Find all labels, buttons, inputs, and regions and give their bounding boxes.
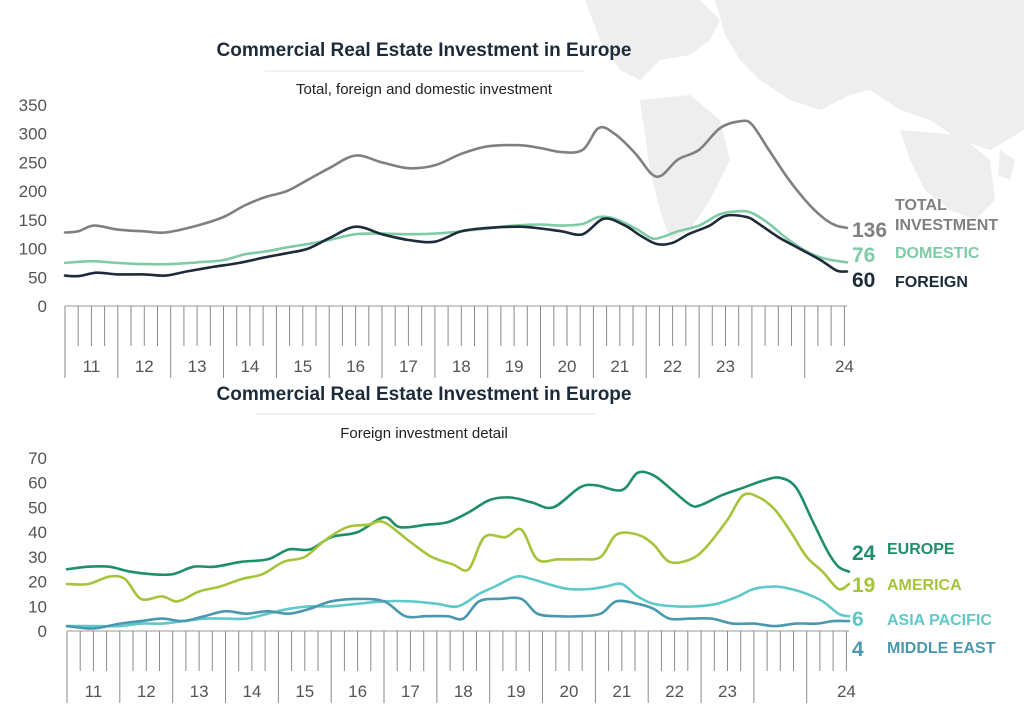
series-line-total-investment — [63, 119, 849, 235]
x-tick-label: 20 — [560, 682, 579, 701]
y-tick-label: 100 — [19, 240, 47, 259]
x-tick-label: 11 — [85, 682, 103, 701]
end-value-label: 60 — [852, 269, 875, 292]
y-tick-label: 70 — [28, 449, 47, 468]
y-tick-label: 20 — [28, 573, 47, 592]
x-tick-label: 15 — [293, 357, 312, 376]
bottom-chart-title: Commercial Real Estate Investment in Eur… — [217, 384, 632, 405]
x-tick-label: 20 — [558, 357, 577, 376]
series-line-america — [65, 492, 851, 603]
end-value-label: 4 — [852, 638, 864, 661]
series-name-label: DOMESTIC — [895, 245, 980, 262]
y-tick-label: 50 — [28, 268, 47, 287]
end-value-label: 136 — [852, 219, 887, 242]
top-y-axis-ticks: 0 50 100 150 200 250 300 350 — [19, 96, 47, 316]
series-line-domestic — [63, 209, 849, 266]
x-tick-label: 14 — [240, 357, 259, 376]
y-tick-label: 60 — [28, 474, 47, 493]
top-chart: Commercial Real Estate Investment in Eur… — [19, 40, 998, 378]
x-tick-label: 18 — [452, 357, 471, 376]
top-chart-subtitle: Total, foreign and domestic investment — [296, 81, 553, 98]
series-name-label: AMERICA — [887, 577, 962, 594]
series-name-label: EUROPE — [887, 541, 955, 558]
x-tick-label: 24 — [835, 357, 854, 376]
y-tick-label: 0 — [38, 622, 47, 641]
x-tick-label: 17 — [399, 357, 418, 376]
series-line-asia-pacific — [65, 575, 851, 628]
bottom-end-labels: 24 EUROPE 19 AMERICA 6 ASIA PACIFIC 4 MIDDLE EA… — [852, 541, 996, 661]
x-tick-label: 12 — [135, 357, 154, 376]
end-value-label: 24 — [852, 542, 876, 565]
series-line-europe — [65, 470, 851, 577]
x-tick-label: 16 — [348, 682, 367, 701]
x-tick-label: 19 — [507, 682, 526, 701]
series-name-label: TOTAL — [895, 197, 947, 214]
top-chart-title: Commercial Real Estate Investment in Eur… — [217, 40, 632, 61]
x-tick-label: 13 — [188, 357, 207, 376]
top-end-labels: 136 TOTAL INVESTMENT 76 DOMESTIC 60 FOREIGN — [852, 197, 998, 292]
series-name-label: MIDDLE EAST — [887, 640, 996, 657]
end-value-label: 6 — [852, 608, 864, 631]
y-tick-label: 150 — [19, 211, 47, 230]
x-tick-label: 18 — [454, 682, 473, 701]
x-tick-label: 22 — [665, 682, 684, 701]
y-tick-label: 250 — [19, 153, 47, 172]
bottom-x-axis: 11 12 13 14 15 16 17 18 19 20 21 22 23 24 — [66, 630, 856, 703]
y-tick-label: 10 — [28, 597, 47, 616]
x-tick-label: 13 — [190, 682, 209, 701]
end-value-label: 76 — [852, 244, 875, 267]
end-value-label: 19 — [852, 574, 875, 597]
x-tick-label: 24 — [837, 682, 856, 701]
bottom-chart: Commercial Real Estate Investment in Eur… — [28, 384, 996, 703]
y-tick-label: 50 — [28, 498, 47, 517]
x-tick-label: 14 — [242, 682, 261, 701]
x-tick-label: 15 — [295, 682, 314, 701]
bottom-y-axis-ticks: 0 10 20 30 40 50 60 70 — [28, 449, 47, 641]
top-series-lines — [63, 119, 849, 278]
series-line-foreign — [63, 213, 849, 278]
series-name-label: ASIA PACIFIC — [887, 612, 992, 629]
series-name-label: INVESTMENT — [895, 217, 998, 234]
x-tick-label: 11 — [83, 357, 101, 376]
x-tick-label: 17 — [401, 682, 420, 701]
x-tick-label: 12 — [137, 682, 156, 701]
bottom-series-lines — [65, 470, 851, 630]
x-tick-label: 23 — [718, 682, 737, 701]
series-name-label: FOREIGN — [895, 274, 968, 291]
x-tick-label: 21 — [612, 682, 631, 701]
y-tick-label: 200 — [19, 182, 47, 201]
x-tick-label: 16 — [346, 357, 365, 376]
y-tick-label: 350 — [19, 96, 47, 115]
x-tick-label: 19 — [505, 357, 524, 376]
x-tick-label: 21 — [610, 357, 629, 376]
y-tick-label: 0 — [38, 297, 47, 316]
y-tick-label: 40 — [28, 523, 47, 542]
bottom-chart-subtitle: Foreign investment detail — [340, 425, 508, 442]
y-tick-label: 300 — [19, 125, 47, 144]
x-tick-label: 22 — [663, 357, 682, 376]
y-tick-label: 30 — [28, 548, 47, 567]
series-line-middle-east — [65, 596, 851, 630]
x-tick-label: 23 — [716, 357, 735, 376]
top-x-axis: 11 12 13 14 15 16 17 18 19 20 21 22 23 24 — [64, 305, 854, 378]
